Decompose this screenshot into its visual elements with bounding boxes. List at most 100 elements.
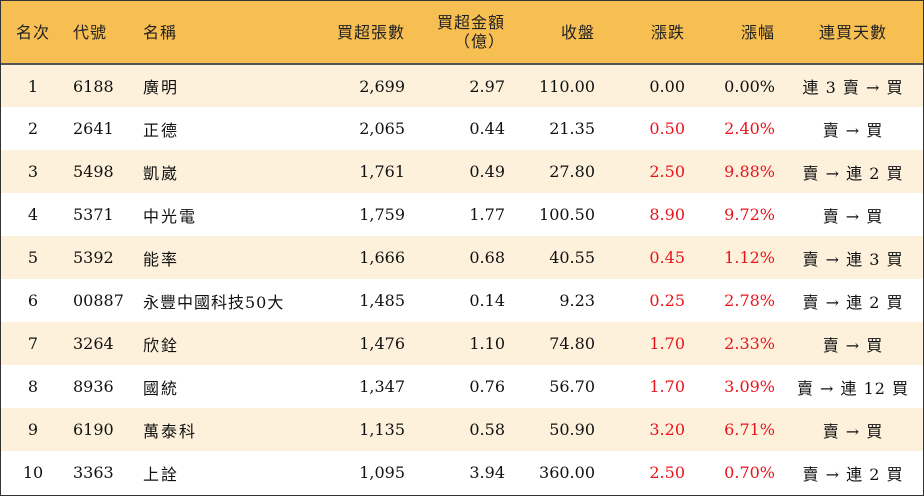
cell-pct: 3.09%	[724, 377, 775, 396]
cell-lots: 1,095	[359, 463, 405, 482]
cell-amount: 0.68	[469, 248, 505, 267]
cell-amount: 0.44	[469, 119, 505, 138]
cell-pct: 0.00%	[724, 76, 775, 96]
cell-rank: 9	[27, 420, 39, 439]
cell-close: 40.55	[549, 248, 595, 267]
cell-close: 74.80	[549, 334, 595, 353]
cell-days: 賣 → 連 12 買	[796, 378, 910, 398]
table-row: 3 5498 凱崴 1,761 0.49 27.80 2.50 9.88% 賣 …	[1, 150, 923, 193]
cell-pct: 9.88%	[724, 162, 775, 181]
cell-name: 欣銓	[143, 335, 180, 355]
header-close: 收盤	[560, 22, 595, 42]
cell-lots: 1,476	[359, 334, 405, 353]
cell-name: 凱崴	[143, 163, 180, 183]
cell-pct: 0.70%	[724, 463, 775, 482]
header-buy-amount: 買超金額 （億）	[413, 1, 513, 64]
cell-name: 萬泰科	[143, 421, 198, 441]
table-row: 8 8936 國統 1,347 0.76 56.70 1.70 3.09% 賣 …	[1, 365, 923, 408]
cell-lots: 1,761	[359, 162, 405, 181]
cell-name: 廣明	[143, 78, 180, 97]
cell-name: 永豐中國科技50大	[143, 292, 285, 312]
cell-code: 6190	[73, 420, 114, 439]
cell-code: 3363	[73, 463, 114, 482]
cell-close: 100.50	[539, 205, 595, 224]
cell-name: 上詮	[143, 464, 180, 484]
cell-lots: 2,699	[359, 76, 405, 96]
table-header: 名次 代號 名稱 買超張數 買超金額 （億） 收盤 漲跌 漲幅 連買天數	[1, 1, 923, 64]
cell-lots: 1,666	[359, 248, 405, 267]
cell-rank: 4	[27, 205, 39, 224]
header-name: 名稱	[143, 22, 178, 42]
cell-days: 賣 → 買	[822, 206, 884, 226]
header-row: 名次 代號 名稱 買超張數 買超金額 （億） 收盤 漲跌 漲幅 連買天數	[1, 1, 923, 64]
header-change: 漲跌	[650, 22, 685, 42]
cell-lots: 1,347	[359, 377, 405, 396]
cell-amount: 0.14	[469, 291, 505, 310]
cell-change: 0.00	[649, 76, 685, 96]
cell-change: 3.20	[649, 420, 685, 439]
cell-change: 0.45	[649, 248, 685, 267]
header-buy-amount-line2: （億）	[453, 32, 505, 51]
cell-code: 6188	[73, 76, 114, 96]
cell-days: 連 3 賣 → 買	[802, 78, 904, 97]
cell-pct: 2.78%	[724, 291, 775, 310]
cell-code: 00887	[73, 291, 124, 310]
cell-days: 賣 → 買	[822, 421, 884, 441]
cell-pct: 9.72%	[724, 205, 775, 224]
cell-pct: 1.12%	[724, 248, 775, 267]
cell-rank: 5	[27, 248, 39, 267]
cell-lots: 1,485	[359, 291, 405, 310]
cell-days: 賣 → 連 3 買	[802, 249, 904, 269]
cell-close: 9.23	[559, 291, 595, 310]
cell-rank: 10	[22, 463, 44, 482]
cell-close: 110.00	[539, 76, 595, 96]
header-pct: 漲幅	[740, 22, 775, 42]
cell-pct: 2.40%	[724, 119, 775, 138]
cell-days: 賣 → 買	[822, 335, 884, 355]
cell-days: 賣 → 買	[822, 120, 884, 140]
cell-days: 賣 → 連 2 買	[802, 292, 904, 312]
cell-code: 5392	[73, 248, 114, 267]
cell-change: 2.50	[649, 463, 685, 482]
cell-lots: 2,065	[359, 119, 405, 138]
header-buy-amount-line1: 買超金額	[436, 13, 505, 32]
cell-amount: 1.77	[469, 205, 505, 224]
cell-days: 賣 → 連 2 買	[802, 464, 904, 484]
cell-days: 賣 → 連 2 買	[802, 163, 904, 183]
cell-close: 56.70	[549, 377, 595, 396]
table-row: 2 2641 正德 2,065 0.44 21.35 0.50 2.40% 賣 …	[1, 107, 923, 150]
table-row: 7 3264 欣銓 1,476 1.10 74.80 1.70 2.33% 賣 …	[1, 322, 923, 365]
cell-rank: 8	[27, 377, 39, 396]
cell-change: 2.50	[649, 162, 685, 181]
cell-lots: 1,759	[359, 205, 405, 224]
cell-name: 國統	[143, 378, 180, 398]
table-row: 6 00887 永豐中國科技50大 1,485 0.14 9.23 0.25 2…	[1, 279, 923, 322]
cell-code: 5371	[73, 205, 114, 224]
cell-rank: 3	[27, 162, 39, 181]
cell-rank: 1	[27, 76, 39, 96]
cell-change: 0.25	[649, 291, 685, 310]
cell-code: 5498	[73, 162, 114, 181]
cell-code: 3264	[73, 334, 114, 353]
cell-change: 1.70	[649, 334, 685, 353]
cell-pct: 2.33%	[724, 334, 775, 353]
cell-amount: 2.97	[469, 76, 505, 96]
cell-amount: 0.76	[469, 377, 505, 396]
cell-close: 21.35	[549, 119, 595, 138]
cell-close: 27.80	[549, 162, 595, 181]
header-rank: 名次	[15, 22, 50, 42]
cell-change: 1.70	[649, 377, 685, 396]
cell-close: 360.00	[539, 463, 595, 482]
cell-rank: 2	[27, 119, 39, 138]
table-body: 1 6188 廣明 2,699 2.97 110.00 0.00 0.00% 連…	[1, 64, 923, 494]
cell-amount: 1.10	[469, 334, 505, 353]
table-row: 9 6190 萬泰科 1,135 0.58 50.90 3.20 6.71% 賣…	[1, 408, 923, 451]
table-row: 5 5392 能率 1,666 0.68 40.55 0.45 1.12% 賣 …	[1, 236, 923, 279]
cell-change: 0.50	[649, 119, 685, 138]
header-code: 代號	[73, 22, 108, 42]
cell-rank: 7	[27, 334, 39, 353]
cell-rank: 6	[27, 291, 39, 310]
table-row: 4 5371 中光電 1,759 1.77 100.50 8.90 9.72% …	[1, 193, 923, 236]
